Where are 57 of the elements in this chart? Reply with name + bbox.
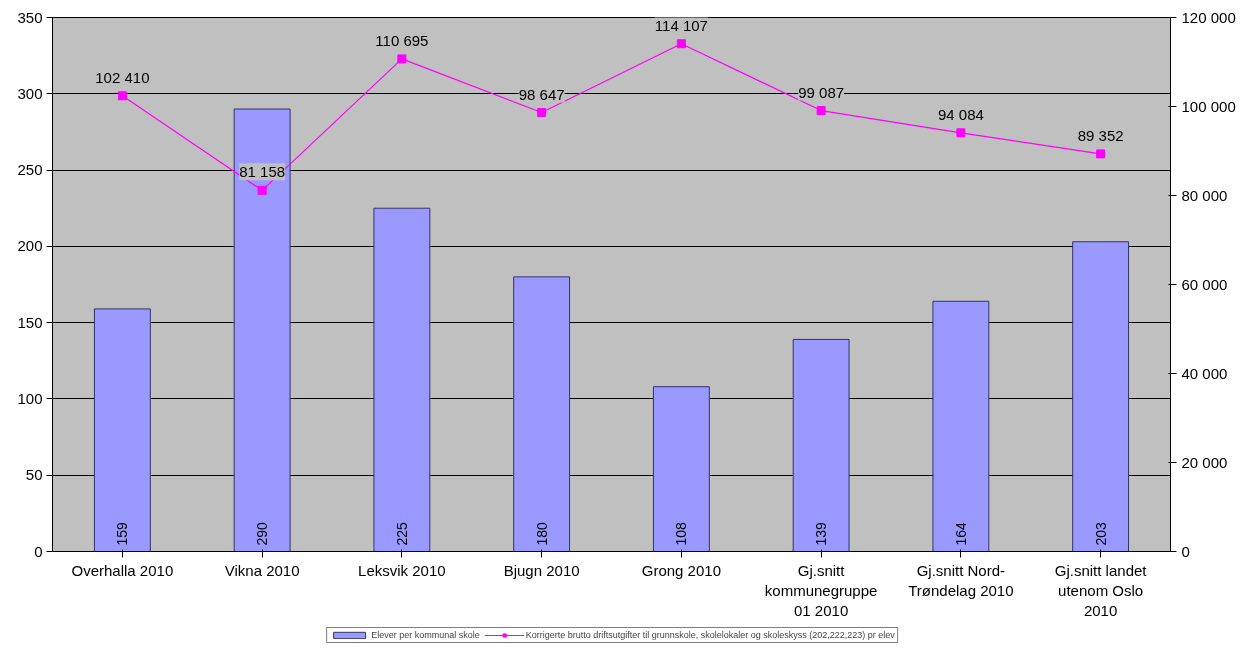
x-tick-label: Vikna 2010 [224, 561, 300, 579]
x-tick-label: Gj.snitt Nord- Trøndelag 2010 [908, 561, 1014, 599]
y2-tick-label: 20 000 [1181, 454, 1228, 471]
y2-tick-label: 60 000 [1181, 276, 1228, 293]
data-label: 225 [393, 521, 410, 546]
y-tick-label: 300 [17, 84, 43, 102]
data-label: 98 647 [518, 85, 565, 103]
bar [792, 338, 850, 552]
data-label: 94 084 [937, 105, 984, 123]
data-label: 110 695 [375, 31, 429, 49]
data-label: 81 158 [239, 163, 286, 181]
y2-tick-label: 80 000 [1181, 187, 1228, 204]
data-label: 139 [813, 521, 830, 546]
y-tick-label: 350 [17, 8, 43, 26]
data-label: 159 [114, 521, 131, 546]
x-tick-label: Overhalla 2010 [71, 561, 174, 579]
y-tick-label: 50 [25, 466, 43, 484]
bar [932, 300, 990, 552]
point [257, 185, 267, 195]
point [816, 106, 826, 116]
data-label: 89 352 [1077, 126, 1124, 144]
point [117, 91, 127, 101]
y-tick-label: 250 [17, 161, 43, 179]
x-tick-label: Leksvik 2010 [358, 561, 446, 579]
y2-tick-label: 0 [1181, 543, 1190, 560]
data-label: 180 [533, 521, 550, 546]
x-tick-label: Gj.snitt kommunegruppe 01 2010 [764, 561, 878, 620]
data-label: 99 087 [798, 83, 845, 101]
bar [373, 207, 431, 552]
y-tick-label: 100 [17, 389, 43, 407]
bar [513, 276, 571, 552]
y-tick-label: 200 [17, 237, 43, 255]
bar [1072, 241, 1130, 552]
y-tick-label: 0 [34, 542, 43, 560]
point [676, 39, 686, 49]
y2-tick-label: 100 000 [1181, 98, 1236, 115]
point [1096, 149, 1106, 159]
legend-label: Elever per kommunal skole [371, 630, 480, 640]
data-label: 203 [1092, 521, 1109, 546]
x-tick-label: Bjugn 2010 [503, 561, 580, 579]
point [537, 108, 547, 118]
y2-tick-label: 40 000 [1181, 365, 1228, 382]
data-label: 114 107 [654, 16, 708, 34]
point [397, 54, 407, 64]
data-label: 102 410 [95, 68, 150, 86]
bar [652, 386, 710, 552]
bar [233, 108, 291, 552]
bar [93, 308, 151, 552]
legend-label: Korrigerte brutto driftsutgifter til grunnskole, skolelokaler og skoleskyss (202,222,223) pr elev [525, 630, 895, 640]
data-label: 164 [952, 521, 969, 546]
y-tick-label: 150 [17, 313, 43, 331]
point [956, 128, 966, 138]
data-label: 108 [673, 521, 690, 546]
data-label: 290 [254, 521, 271, 546]
x-tick-label: Gj.snitt landet utenom Oslo 2010 [1054, 561, 1148, 620]
y2-tick-label: 120 000 [1181, 9, 1236, 26]
x-tick-label: Grong 2010 [641, 561, 721, 579]
